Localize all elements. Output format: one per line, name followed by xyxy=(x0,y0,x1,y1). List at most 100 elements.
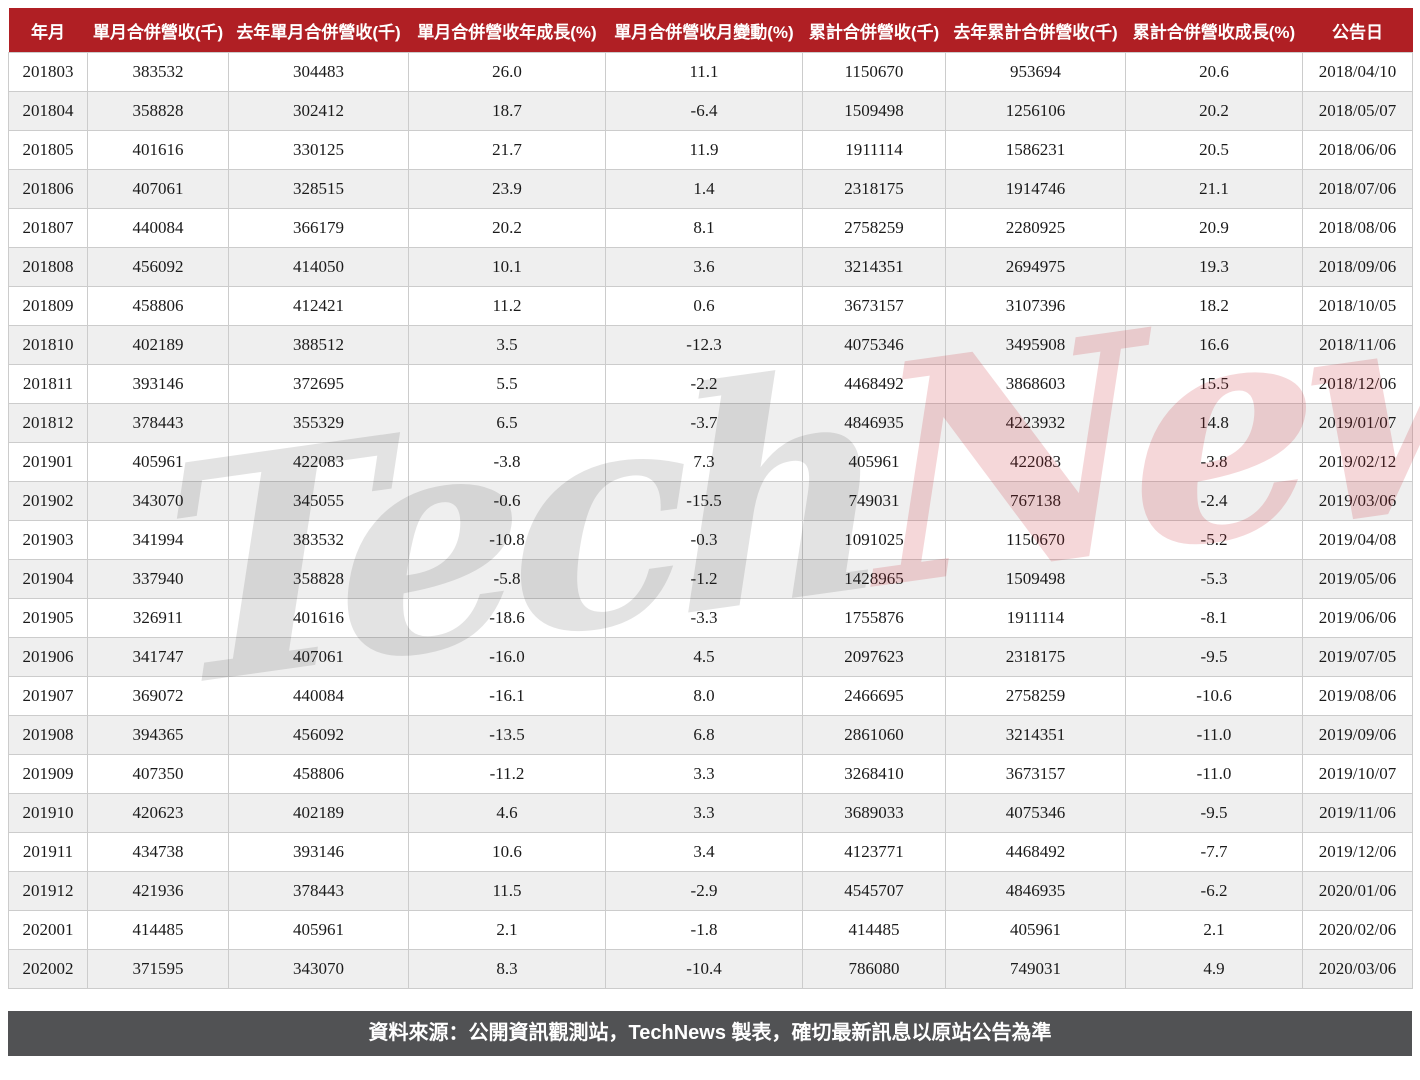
table-cell: 2018/09/06 xyxy=(1302,247,1413,287)
table-cell: 371595 xyxy=(87,949,229,989)
table-cell: 18.7 xyxy=(408,91,606,131)
table-cell: -10.4 xyxy=(605,949,803,989)
table-cell: -7.7 xyxy=(1125,832,1303,872)
source-text: 資料來源：公開資訊觀測站，TechNews 製表，確切最新訊息以原站公告為準 xyxy=(368,1022,1052,1044)
table-cell: 2318175 xyxy=(802,169,946,209)
table-cell: 201810 xyxy=(8,325,88,365)
table-cell: -8.1 xyxy=(1125,598,1303,638)
table-cell: 372695 xyxy=(228,364,409,404)
table-cell: 201811 xyxy=(8,364,88,404)
table-cell: 6.5 xyxy=(408,403,606,443)
table-cell: 326911 xyxy=(87,598,229,638)
table-cell: 26.0 xyxy=(408,52,606,92)
table-cell: 394365 xyxy=(87,715,229,755)
table-cell: 369072 xyxy=(87,676,229,716)
table-cell: 202001 xyxy=(8,910,88,950)
table-cell: 3868603 xyxy=(945,364,1126,404)
table-cell: 3673157 xyxy=(802,286,946,326)
table-cell: 4846935 xyxy=(802,403,946,443)
table-cell: 401616 xyxy=(228,598,409,638)
table-cell: 767138 xyxy=(945,481,1126,521)
table-cell: -3.7 xyxy=(605,403,803,443)
table-cell: -16.0 xyxy=(408,637,606,677)
table-cell: 201909 xyxy=(8,754,88,794)
table-cell: 2318175 xyxy=(945,637,1126,677)
table-cell: 1911114 xyxy=(802,130,946,170)
table-cell: 8.1 xyxy=(605,208,803,248)
table-cell: 456092 xyxy=(87,247,229,287)
table-cell: 11.2 xyxy=(408,286,606,326)
table-cell: 414485 xyxy=(802,910,946,950)
table-cell: -16.1 xyxy=(408,676,606,716)
table-row: 202002 371595 343070 8.3 -10.4 786080 749031 4.… xyxy=(8,949,1413,989)
table-cell: 20.2 xyxy=(408,208,606,248)
table-cell: 201812 xyxy=(8,403,88,443)
table-cell: 434738 xyxy=(87,832,229,872)
table-cell: 2018/07/06 xyxy=(1302,169,1413,209)
table-cell: 201911 xyxy=(8,832,88,872)
table-cell: 378443 xyxy=(87,403,229,443)
table-cell: 2019/05/06 xyxy=(1302,559,1413,599)
table-cell: 2019/01/07 xyxy=(1302,403,1413,443)
table-row: 201903 341994 383532 -10.8 -0.3 1091025 115067… xyxy=(8,520,1413,560)
table-cell: -13.5 xyxy=(408,715,606,755)
table-cell: 21.7 xyxy=(408,130,606,170)
table-cell: 15.5 xyxy=(1125,364,1303,404)
table-row: 202001 414485 405961 2.1 -1.8 414485 405961 2.1… xyxy=(8,910,1413,950)
table-cell: 1755876 xyxy=(802,598,946,638)
table-cell: 5.5 xyxy=(408,364,606,404)
table-cell: 2020/01/06 xyxy=(1302,871,1413,911)
table-cell: 201904 xyxy=(8,559,88,599)
table-cell: -2.2 xyxy=(605,364,803,404)
table-cell: 3495908 xyxy=(945,325,1126,365)
table-cell: 3689033 xyxy=(802,793,946,833)
table-cell: 2861060 xyxy=(802,715,946,755)
table-cell: 14.8 xyxy=(1125,403,1303,443)
table-cell: -18.6 xyxy=(408,598,606,638)
table-cell: 4.5 xyxy=(605,637,803,677)
table-cell: 4.9 xyxy=(1125,949,1303,989)
table-cell: 1509498 xyxy=(945,559,1126,599)
table-cell: 6.8 xyxy=(605,715,803,755)
column-header-4: 單月合併營收月變動(%) xyxy=(605,8,803,53)
table-cell: 4545707 xyxy=(802,871,946,911)
table-cell: 20.9 xyxy=(1125,208,1303,248)
table-cell: 4075346 xyxy=(945,793,1126,833)
table-cell: 749031 xyxy=(802,481,946,521)
table-cell: 201910 xyxy=(8,793,88,833)
table-cell: 10.1 xyxy=(408,247,606,287)
table-cell: 8.3 xyxy=(408,949,606,989)
table-cell: -3.3 xyxy=(605,598,803,638)
table-cell: -6.2 xyxy=(1125,871,1303,911)
table-cell: 20.2 xyxy=(1125,91,1303,131)
table-cell: 2280925 xyxy=(945,208,1126,248)
table-row: 201902 343070 345055 -0.6 -15.5 749031 767138-… xyxy=(8,481,1413,521)
table-cell: 201912 xyxy=(8,871,88,911)
table-cell: -12.3 xyxy=(605,325,803,365)
table-cell: -1.8 xyxy=(605,910,803,950)
table-row: 201805 401616 330125 21.7 11.9 1911114 1586231… xyxy=(8,130,1413,170)
table-cell: 405961 xyxy=(945,910,1126,950)
table-cell: 1428965 xyxy=(802,559,946,599)
table-cell: 456092 xyxy=(228,715,409,755)
table-header: 年月 單月合併營收(千) 去年單月合併營收(千) 單月合併營收年成長(%) 單月合併營收… xyxy=(8,8,1413,53)
table-cell: 412421 xyxy=(228,286,409,326)
table-cell: 3.5 xyxy=(408,325,606,365)
table-cell: 8.0 xyxy=(605,676,803,716)
table-cell: 202002 xyxy=(8,949,88,989)
table-cell: 2018/12/06 xyxy=(1302,364,1413,404)
table-cell: 11.5 xyxy=(408,871,606,911)
table-body: 201803 383532 304483 26.0 11.1 1150670 953694 2… xyxy=(8,52,1413,989)
table-cell: -11.0 xyxy=(1125,715,1303,755)
table-row: 201911 434738 393146 10.6 3.4 4123771 4468492-… xyxy=(8,832,1413,872)
table-row: 201803 383532 304483 26.0 11.1 1150670 953694 2… xyxy=(8,52,1413,92)
table-cell: 4468492 xyxy=(945,832,1126,872)
table-cell: 302412 xyxy=(228,91,409,131)
revenue-table: 年月 單月合併營收(千) 去年單月合併營收(千) 單月合併營收年成長(%) 單月合併營收… xyxy=(8,8,1413,989)
table-cell: 2018/05/07 xyxy=(1302,91,1413,131)
table-cell: 2019/04/08 xyxy=(1302,520,1413,560)
table-cell: 328515 xyxy=(228,169,409,209)
table-cell: 3107396 xyxy=(945,286,1126,326)
table-cell: 1509498 xyxy=(802,91,946,131)
table-cell: 3.3 xyxy=(605,793,803,833)
